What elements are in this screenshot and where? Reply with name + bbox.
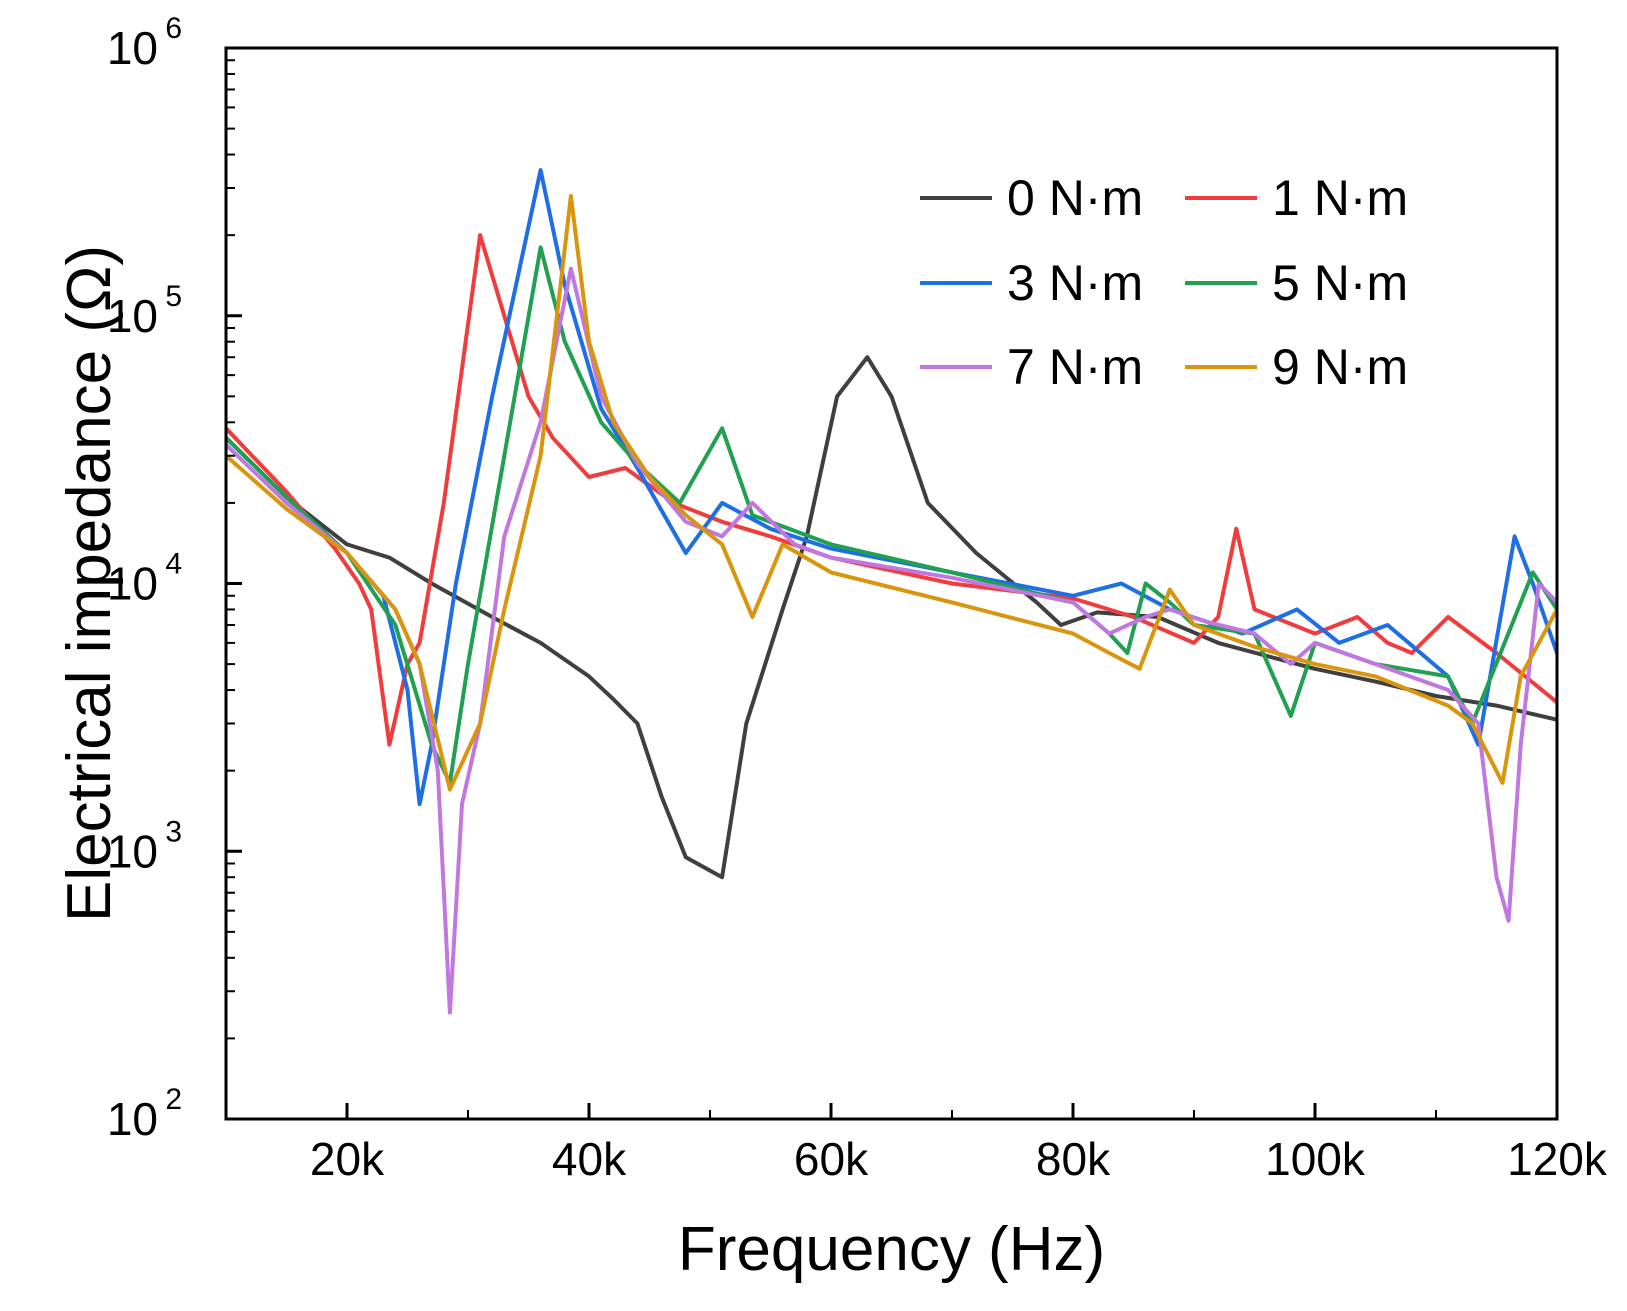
y-tick-label: 10: [107, 22, 158, 74]
y-tick-exponent: 2: [165, 1083, 182, 1116]
x-tick-label: 20k: [310, 1133, 385, 1185]
series-line-4: [226, 266, 1557, 1015]
series-line-2: [226, 168, 1557, 807]
series-line-5: [226, 194, 1557, 792]
legend-label-1: 1 N·m: [1272, 170, 1408, 226]
plot-lines: [226, 168, 1557, 1015]
legend-label-0: 0 N·m: [1007, 170, 1143, 226]
y-tick-exponent: 5: [165, 280, 182, 313]
x-tick-label: 120k: [1507, 1133, 1608, 1185]
y-tick-exponent: 6: [165, 12, 182, 45]
axis-ticks: [225, 46, 1559, 1121]
x-tick-label: 100k: [1265, 1133, 1366, 1185]
legend-label-4: 7 N·m: [1007, 339, 1143, 395]
x-tick-label: 40k: [552, 1133, 627, 1185]
y-axis-title: Electrical impedance (Ω): [55, 245, 124, 922]
legend-label-2: 3 N·m: [1007, 255, 1143, 311]
y-tick-label: 10: [107, 558, 158, 610]
y-tick-label: 10: [107, 1093, 158, 1145]
x-axis-title: Frequency (Hz): [678, 1215, 1105, 1284]
x-tick-label: 80k: [1036, 1133, 1111, 1185]
y-tick-exponent: 4: [165, 548, 182, 581]
legend-label-5: 9 N·m: [1272, 339, 1408, 395]
y-tick-label: 10: [107, 825, 158, 877]
y-tick-label: 10: [107, 290, 158, 342]
x-tick-label: 60k: [794, 1133, 869, 1185]
legend-label-3: 5 N·m: [1272, 255, 1408, 311]
series-line-1: [226, 233, 1557, 747]
y-tick-exponent: 3: [165, 815, 182, 848]
legend: 0 N·m 1 N·m 3 N·m 5 N·m 7 N·m 9 N·m: [920, 170, 1408, 395]
